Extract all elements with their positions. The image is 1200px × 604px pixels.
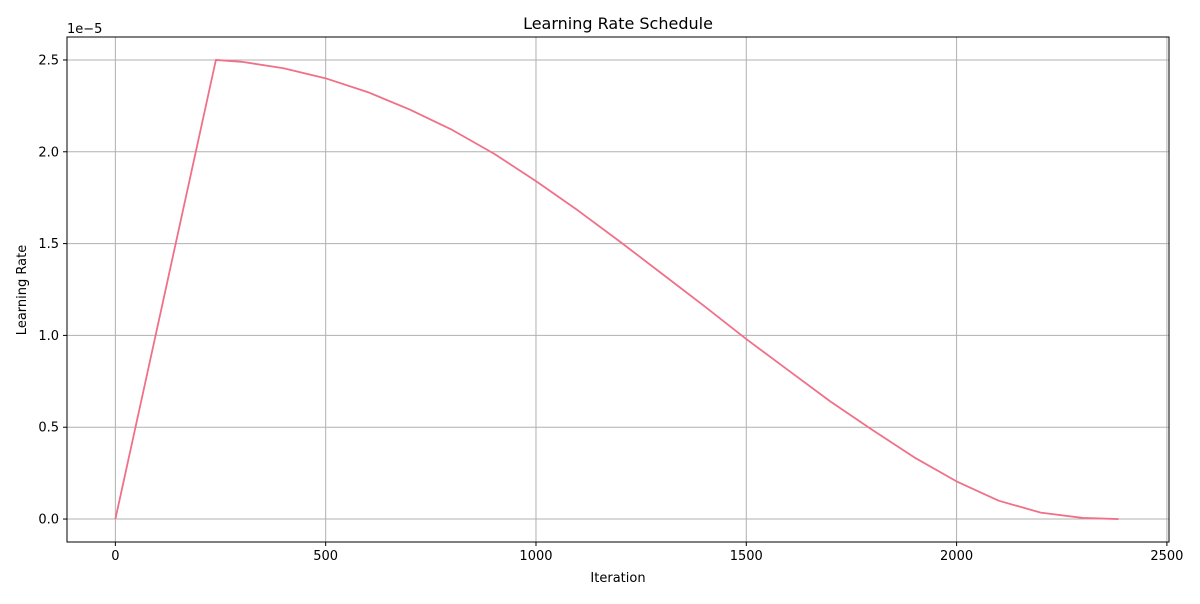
grid	[67, 37, 1169, 542]
plot-frame	[66, 36, 1170, 543]
x-tick-label: 0	[111, 549, 119, 564]
y-tick-label: 2.0	[38, 145, 59, 160]
x-tick-label: 500	[313, 549, 338, 564]
x-tick-label: 2000	[940, 549, 973, 564]
series-layer	[114, 59, 1119, 520]
x-tick-label: 2500	[1150, 549, 1183, 564]
x-tick-label: 1000	[519, 549, 552, 564]
ticks: 0 500 1000 1500 2000 2500 0.0 0.5 1.0 1.5 2.0 2.5	[38, 53, 1183, 564]
y-tick-label: 0.5	[38, 421, 59, 436]
y-tick-label: 1.5	[38, 237, 59, 252]
learning-rate-line	[114, 59, 1119, 520]
y-tick-label: 2.5	[38, 53, 59, 68]
y-tick-label: 1.0	[38, 329, 59, 344]
y-offset-label: 1e−5	[67, 22, 102, 37]
y-axis-label: Learning Rate	[15, 245, 30, 335]
y-tick-label: 0.0	[38, 513, 59, 528]
x-tick-label: 1500	[730, 549, 763, 564]
x-axis-label: Iteration	[590, 571, 645, 586]
chart-title: Learning Rate Schedule	[523, 14, 713, 33]
